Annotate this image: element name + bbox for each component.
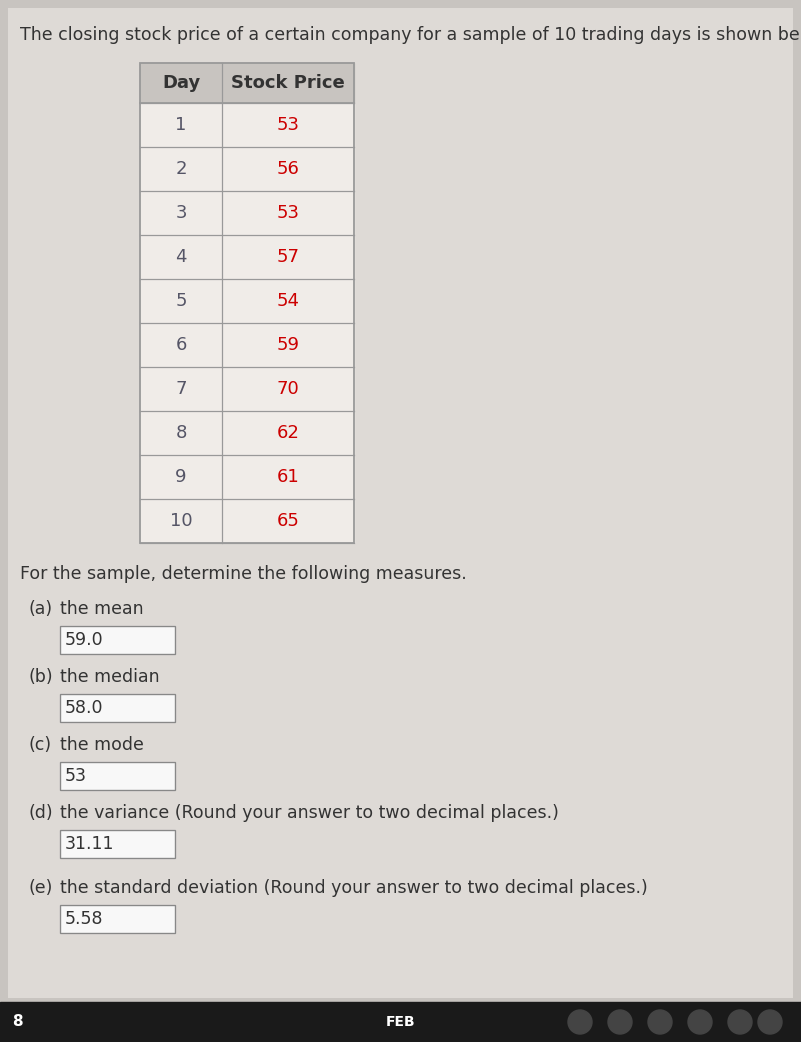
Text: 59: 59	[276, 336, 300, 354]
Text: (e): (e)	[28, 879, 52, 897]
Text: 53: 53	[65, 767, 87, 785]
Bar	[60, 626, 175, 654]
Text: 53: 53	[276, 204, 300, 222]
Text: the median: the median	[60, 668, 159, 686]
Bar	[140, 323, 354, 367]
Text: (a): (a)	[28, 600, 52, 618]
Text: 3: 3	[175, 204, 187, 222]
Text: 58.0: 58.0	[65, 699, 103, 717]
Bar	[140, 455, 354, 499]
Text: 31.11: 31.11	[65, 835, 115, 853]
Circle shape	[728, 1010, 752, 1034]
Bar	[140, 499, 354, 543]
Bar	[140, 411, 354, 455]
Circle shape	[608, 1010, 632, 1034]
Text: the standard deviation (Round your answer to two decimal places.): the standard deviation (Round your answe…	[60, 879, 648, 897]
Text: 10: 10	[170, 512, 192, 530]
Text: Day: Day	[162, 74, 200, 92]
Bar	[140, 63, 354, 543]
Text: The closing stock price of a certain company for a sample of 10 trading days is : The closing stock price of a certain com…	[20, 26, 801, 44]
Text: 4: 4	[175, 248, 187, 266]
Bar	[60, 830, 175, 858]
Text: (c): (c)	[28, 736, 51, 754]
Bar	[140, 279, 354, 323]
Text: 8: 8	[175, 424, 187, 442]
Text: the mean: the mean	[60, 600, 143, 618]
Text: the variance (Round your answer to two decimal places.): the variance (Round your answer to two d…	[60, 804, 559, 822]
Circle shape	[758, 1010, 782, 1034]
Circle shape	[648, 1010, 672, 1034]
Text: 6: 6	[175, 336, 187, 354]
Text: 70: 70	[276, 380, 300, 398]
Text: 7: 7	[175, 380, 187, 398]
Bar	[60, 830, 175, 858]
Text: 2: 2	[175, 160, 187, 178]
Bar	[140, 235, 354, 279]
Text: 5.58: 5.58	[65, 910, 103, 928]
Text: 65: 65	[276, 512, 300, 530]
Bar	[140, 191, 354, 235]
Text: (d): (d)	[28, 804, 53, 822]
Text: 59.0: 59.0	[65, 631, 103, 649]
Text: 9: 9	[175, 468, 187, 486]
Bar	[60, 694, 175, 722]
Text: FEB: FEB	[386, 1015, 416, 1029]
Text: 61: 61	[276, 468, 300, 486]
Bar	[0, 1002, 801, 1042]
Text: 62: 62	[276, 424, 300, 442]
Bar	[140, 367, 354, 411]
Bar	[140, 147, 354, 191]
Bar	[60, 762, 175, 790]
Bar	[140, 63, 354, 103]
Text: 54: 54	[276, 292, 300, 311]
Bar	[60, 626, 175, 654]
Text: 8: 8	[12, 1015, 22, 1029]
Bar	[60, 694, 175, 722]
Text: Stock Price: Stock Price	[231, 74, 345, 92]
Text: 5: 5	[175, 292, 187, 311]
Circle shape	[688, 1010, 712, 1034]
Text: For the sample, determine the following measures.: For the sample, determine the following …	[20, 565, 467, 584]
Bar	[60, 905, 175, 933]
Text: the mode: the mode	[60, 736, 144, 754]
Text: (b): (b)	[28, 668, 53, 686]
Circle shape	[568, 1010, 592, 1034]
Text: 56: 56	[276, 160, 300, 178]
Bar	[60, 905, 175, 933]
Bar	[140, 103, 354, 147]
Text: 53: 53	[276, 116, 300, 134]
Text: 57: 57	[276, 248, 300, 266]
Text: 1: 1	[175, 116, 187, 134]
Bar	[60, 762, 175, 790]
